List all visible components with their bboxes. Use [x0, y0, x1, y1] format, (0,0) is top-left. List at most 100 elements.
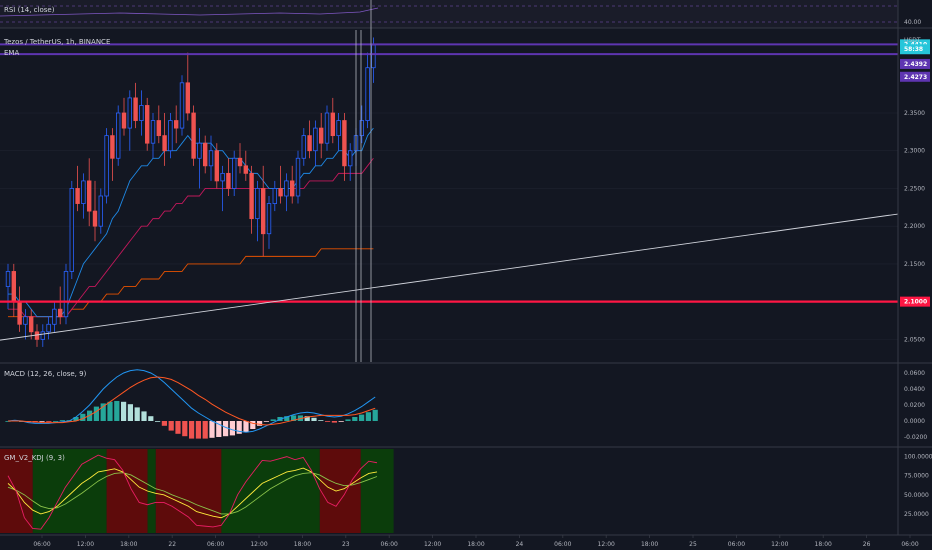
- candle: [52, 301, 57, 332]
- price-tag: 58:38: [900, 44, 930, 55]
- price-tag-bg: [900, 44, 930, 55]
- candle-body-down: [17, 301, 22, 325]
- candle: [185, 52, 190, 121]
- candle-body-down: [92, 210, 98, 227]
- candle: [214, 143, 219, 189]
- ema-label: EMA: [4, 49, 19, 57]
- macd-hist-bar: [352, 417, 358, 421]
- candle: [249, 165, 254, 234]
- macd-hist-bar: [338, 421, 344, 422]
- macd-panel[interactable]: 0.0600 0.0400 0.0200 0.0000 -0.0200 MACD (12…: [4, 369, 927, 441]
- symbol-label: Tezos / TetherUS, 1h, BINANCE: [3, 38, 110, 46]
- time-tick-label: 06:00: [33, 541, 50, 548]
- macd-hist-bar: [121, 401, 127, 421]
- time-tick-label: 24: [516, 541, 524, 548]
- candle-body-up: [104, 135, 109, 197]
- macd-hist-bar: [243, 421, 249, 433]
- candle-body-up: [127, 97, 132, 129]
- candle-body-down: [330, 112, 335, 137]
- candle-body-up: [5, 271, 11, 287]
- price-panel[interactable]: 2.3500 2.3000 2.2500 2.2000 2.1500 2.1000 2.05…: [0, 37, 930, 347]
- candle: [324, 105, 330, 151]
- time-tick-label: 12:00: [771, 541, 788, 548]
- candle-body-down: [214, 150, 219, 182]
- candle: [121, 97, 127, 136]
- kdj-label: GM_V2_KDJ (9, 3): [4, 454, 65, 462]
- kdj-zone-green: [221, 449, 320, 533]
- kdj-zone-green: [32, 449, 107, 533]
- time-tick-label: 06:00: [901, 541, 918, 548]
- candle-body-up: [52, 308, 57, 325]
- candle-body-up: [40, 331, 45, 340]
- candle: [301, 128, 306, 166]
- candle-body-down: [237, 157, 243, 167]
- candle: [63, 263, 69, 325]
- macd-tick-label: 0.0200: [904, 402, 925, 409]
- candle: [28, 309, 34, 340]
- candle: [116, 105, 121, 166]
- candle-body-up: [139, 105, 144, 121]
- candle-body-down: [11, 271, 16, 303]
- candle: [347, 143, 353, 181]
- candle: [127, 90, 132, 151]
- candle-body-up: [255, 188, 260, 220]
- candle-body-down: [318, 127, 324, 144]
- price-tick-label: 2.0500: [904, 336, 925, 343]
- levels: [0, 43, 899, 341]
- rsi-tick-label: 40.00: [904, 19, 921, 26]
- macd-hist-bar: [229, 421, 235, 436]
- kdj-panel[interactable]: 100.0000 75.0000 50.0000 25.0000 GM_V2_KDJ …: [0, 449, 932, 533]
- macd-hist-bar: [284, 416, 290, 421]
- candle-body-up: [150, 120, 156, 144]
- kdj-d-line: [7, 472, 378, 515]
- candle: [98, 188, 103, 234]
- price-tick-label: 2.2000: [904, 223, 925, 230]
- macd-axis: 0.0600 0.0400 0.0200 0.0000 -0.0200: [904, 370, 927, 441]
- macd-hist-bar: [189, 421, 195, 439]
- time-tick-label: 12:00: [250, 541, 267, 548]
- macd-hist-bar: [291, 415, 297, 421]
- candle-body-up: [46, 323, 51, 333]
- price-tag-text: 2.4273: [904, 74, 927, 81]
- macd-hist-bar: [168, 421, 174, 431]
- price-tick-label: 2.2500: [904, 185, 925, 192]
- candle: [150, 113, 156, 159]
- macd-hist-bar: [202, 421, 208, 439]
- macd-hist-bar: [365, 412, 371, 421]
- macd-hist-bar: [331, 421, 337, 423]
- kdj-zones: [0, 449, 394, 533]
- macd-label: MACD (12, 26, close, 9): [4, 370, 87, 378]
- trend-line[interactable]: [0, 213, 899, 341]
- candle: [295, 150, 301, 204]
- candle-body-up: [365, 67, 370, 121]
- rsi-panel[interactable]: RSI (14, close) 40.00: [0, 0, 921, 28]
- candle: [359, 105, 364, 144]
- macd-hist-bar: [93, 406, 99, 421]
- macd-hist-bar: [209, 421, 215, 438]
- candle: [208, 135, 214, 181]
- candle: [162, 113, 167, 166]
- time-tick-label: 12:00: [424, 541, 441, 548]
- candle-body-down: [243, 165, 248, 174]
- candle: [69, 180, 74, 279]
- candle-body-down: [58, 308, 63, 318]
- candle-body-down: [202, 142, 208, 167]
- price-tag: 2.4392: [900, 58, 930, 69]
- kdj-tick-label: 25.0000: [904, 511, 929, 518]
- candle-body-up: [197, 142, 202, 159]
- macd-hist-bar: [114, 401, 120, 421]
- kdj-tick-label: 100.0000: [904, 454, 932, 461]
- macd-hist-bar: [318, 420, 324, 421]
- candle-body-up: [336, 120, 341, 137]
- candle-body-up: [347, 150, 353, 167]
- candle-body-down: [133, 97, 138, 121]
- kdj-zone-green: [360, 449, 394, 533]
- candle-body-up: [81, 180, 86, 204]
- macd-line: [7, 369, 376, 433]
- candle: [231, 150, 237, 196]
- candle-body-down: [121, 112, 127, 129]
- macd-hist-bar: [216, 421, 222, 437]
- price-tag: 2.1000: [900, 296, 930, 307]
- macd-hist-bar: [372, 409, 378, 421]
